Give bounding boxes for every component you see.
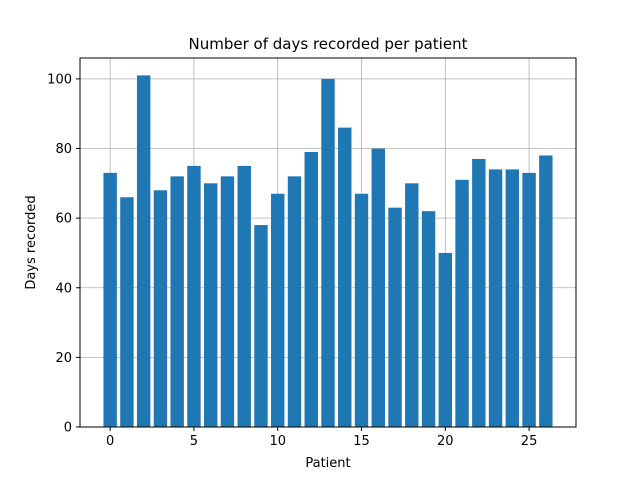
bar: [371, 148, 385, 427]
y-tick-label: 0: [64, 421, 72, 436]
bar: [153, 190, 168, 427]
bar: [488, 169, 503, 427]
bar: [103, 172, 117, 427]
bar: [388, 207, 402, 427]
bar: [338, 127, 352, 427]
plot-frame: [79, 57, 577, 428]
ticks-layer: 0 5 10 15 20 25 0 20 40 60 80 100: [47, 72, 537, 449]
x-axis-label: Patient: [305, 456, 350, 471]
x-tick-label: 5: [190, 434, 198, 449]
bar: [304, 151, 318, 427]
bar: [170, 176, 184, 427]
bar: [187, 165, 201, 427]
bar: [204, 183, 218, 427]
bar: [455, 179, 469, 427]
bar: [287, 176, 302, 427]
y-axis-label: Days recorded: [24, 195, 39, 289]
bar: [120, 197, 134, 427]
bar: [472, 158, 486, 428]
x-tick-label: 10: [269, 434, 286, 449]
y-tick-label: 40: [55, 281, 72, 296]
bars-layer: [103, 75, 553, 428]
bar: [354, 193, 369, 427]
x-tick-label: 0: [106, 434, 114, 449]
bar: [522, 172, 536, 427]
y-tick-label: 100: [47, 72, 72, 87]
bar: [405, 183, 419, 427]
x-tick-label: 25: [521, 434, 538, 449]
bar: [539, 155, 553, 428]
bar: [220, 176, 235, 427]
bar: [321, 78, 335, 428]
y-tick-label: 20: [55, 351, 72, 366]
bar: [505, 169, 520, 427]
chart-title: Number of days recorded per patient: [189, 35, 468, 53]
bar: [254, 225, 268, 427]
bar: [421, 211, 436, 427]
bar: [237, 165, 251, 427]
y-tick-label: 80: [55, 142, 72, 157]
y-tick-label: 60: [55, 212, 72, 227]
bar: [136, 75, 151, 427]
x-tick-label: 20: [437, 434, 454, 449]
bar: [438, 252, 452, 427]
bar: [271, 193, 285, 427]
x-tick-label: 15: [353, 434, 370, 449]
